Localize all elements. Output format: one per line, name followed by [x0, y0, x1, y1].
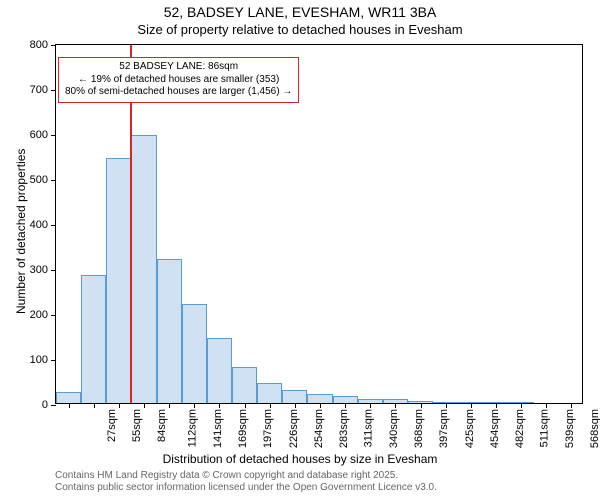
x-tick: [270, 403, 271, 408]
x-tick-label: 283sqm: [338, 409, 350, 448]
histogram-bar: [232, 367, 257, 403]
histogram-bar: [333, 396, 358, 403]
y-tick: [51, 45, 56, 46]
histogram-bar: [307, 394, 332, 403]
histogram-bar: [282, 390, 307, 404]
x-tick-label: 454sqm: [489, 409, 501, 448]
histogram-bar: [157, 259, 182, 403]
x-tick: [144, 403, 145, 408]
annotation-box: 52 BADSEY LANE: 86sqm← 19% of detached h…: [58, 57, 299, 103]
x-tick-label: 397sqm: [439, 409, 451, 448]
x-tick: [496, 403, 497, 408]
x-tick-label: 84sqm: [156, 409, 168, 442]
x-tick-label: 254sqm: [313, 409, 325, 448]
y-tick: [51, 270, 56, 271]
y-tick-label: 500: [30, 174, 48, 186]
x-tick-label: 511sqm: [538, 409, 550, 447]
x-tick: [194, 403, 195, 408]
y-tick: [51, 405, 56, 406]
y-tick: [51, 180, 56, 181]
x-tick-label: 226sqm: [288, 409, 300, 448]
y-tick-label: 400: [30, 219, 48, 231]
x-tick: [521, 403, 522, 408]
histogram-bar: [257, 383, 282, 403]
footer-line-1: Contains HM Land Registry data © Crown c…: [55, 470, 437, 482]
x-tick: [370, 403, 371, 408]
histogram-bar: [81, 275, 106, 403]
x-tick-label: 539sqm: [564, 409, 576, 448]
x-tick: [119, 403, 120, 408]
x-axis-label: Distribution of detached houses by size …: [0, 452, 600, 466]
histogram-bar: [56, 392, 81, 403]
footer-line-2: Contains public sector information licen…: [55, 482, 437, 494]
x-tick-label: 141sqm: [212, 409, 224, 448]
x-tick: [295, 403, 296, 408]
y-tick: [51, 225, 56, 226]
x-tick-label: 425sqm: [464, 409, 476, 448]
y-tick: [51, 360, 56, 361]
x-tick-label: 197sqm: [263, 409, 275, 448]
attribution-footer: Contains HM Land Registry data © Crown c…: [55, 470, 437, 494]
x-tick: [421, 403, 422, 408]
y-tick: [51, 315, 56, 316]
y-tick-label: 200: [30, 309, 48, 321]
histogram-bar: [207, 338, 232, 403]
x-tick-label: 368sqm: [413, 409, 425, 448]
x-tick: [345, 403, 346, 408]
histogram-bar: [106, 158, 131, 403]
x-tick-label: 27sqm: [106, 409, 118, 442]
x-tick-label: 311sqm: [362, 409, 374, 447]
title-block: 52, BADSEY LANE, EVESHAM, WR11 3BA Size …: [0, 4, 600, 37]
y-tick-label: 300: [30, 264, 48, 276]
x-tick: [395, 403, 396, 408]
x-tick: [69, 403, 70, 408]
histogram-bar: [131, 135, 156, 403]
y-tick: [51, 90, 56, 91]
chart-title-main: 52, BADSEY LANE, EVESHAM, WR11 3BA: [0, 4, 600, 20]
x-tick: [320, 403, 321, 408]
x-tick: [219, 403, 220, 408]
x-tick: [471, 403, 472, 408]
x-tick: [169, 403, 170, 408]
x-tick: [446, 403, 447, 408]
chart-container: 52, BADSEY LANE, EVESHAM, WR11 3BA Size …: [0, 0, 600, 500]
x-tick-label: 568sqm: [589, 409, 600, 448]
x-tick-label: 112sqm: [186, 409, 198, 447]
x-tick-label: 169sqm: [237, 409, 249, 448]
chart-title-sub: Size of property relative to detached ho…: [0, 22, 600, 37]
histogram-bar: [182, 304, 207, 403]
y-tick-label: 800: [30, 39, 48, 51]
y-tick: [51, 135, 56, 136]
annotation-line: 52 BADSEY LANE: 86sqm: [65, 61, 292, 74]
x-tick: [245, 403, 246, 408]
y-tick-label: 600: [30, 129, 48, 141]
x-tick-label: 340sqm: [388, 409, 400, 448]
y-axis-label: Number of detached properties: [14, 149, 28, 314]
x-tick-label: 55sqm: [131, 409, 143, 442]
y-tick-label: 700: [30, 84, 48, 96]
x-tick: [571, 403, 572, 408]
plot-area: 010020030040050060070080027sqm55sqm84sqm…: [55, 44, 583, 404]
y-tick-label: 0: [42, 399, 48, 411]
x-tick: [546, 403, 547, 408]
annotation-line: 80% of semi-detached houses are larger (…: [65, 86, 292, 99]
x-tick-label: 482sqm: [514, 409, 526, 448]
annotation-line: ← 19% of detached houses are smaller (35…: [65, 74, 292, 87]
x-tick: [94, 403, 95, 408]
y-tick-label: 100: [30, 354, 48, 366]
